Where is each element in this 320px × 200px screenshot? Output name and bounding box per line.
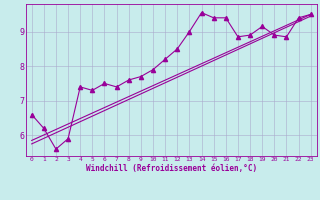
X-axis label: Windchill (Refroidissement éolien,°C): Windchill (Refroidissement éolien,°C) — [86, 164, 257, 173]
